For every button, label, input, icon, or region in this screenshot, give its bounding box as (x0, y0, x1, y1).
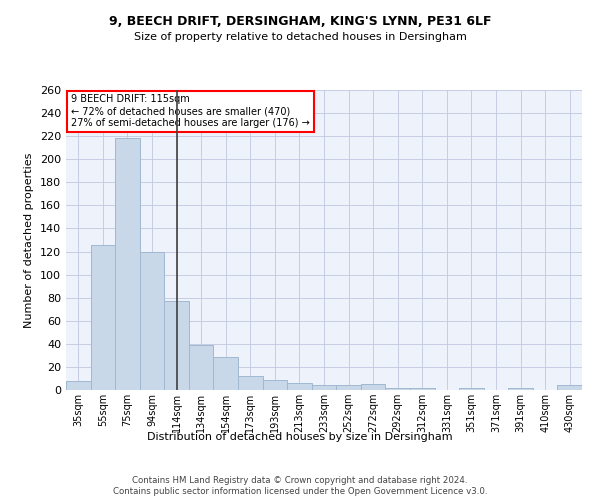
Y-axis label: Number of detached properties: Number of detached properties (25, 152, 34, 328)
Bar (263, 380, 287, 390)
Bar (164, 301, 189, 390)
Bar (508, 388, 533, 390)
Bar (459, 388, 484, 390)
Bar (385, 388, 410, 390)
Text: Size of property relative to detached houses in Dersingham: Size of property relative to detached ho… (134, 32, 466, 42)
Bar (66, 381, 91, 390)
Bar (140, 252, 164, 390)
Bar (91, 244, 115, 390)
Bar (336, 386, 361, 390)
Bar (410, 388, 434, 390)
Text: Contains HM Land Registry data © Crown copyright and database right 2024.: Contains HM Land Registry data © Crown c… (132, 476, 468, 485)
Bar (214, 356, 238, 390)
Bar (287, 383, 312, 390)
Text: 9 BEECH DRIFT: 115sqm
← 72% of detached houses are smaller (470)
27% of semi-det: 9 BEECH DRIFT: 115sqm ← 72% of detached … (71, 94, 310, 128)
Text: 9, BEECH DRIFT, DERSINGHAM, KING'S LYNN, PE31 6LF: 9, BEECH DRIFT, DERSINGHAM, KING'S LYNN,… (109, 15, 491, 28)
Bar (115, 138, 140, 390)
Bar (361, 384, 385, 390)
Bar (312, 386, 336, 390)
Text: Contains public sector information licensed under the Open Government Licence v3: Contains public sector information licen… (113, 488, 487, 496)
Bar (238, 376, 263, 390)
Bar (189, 345, 214, 390)
Text: Distribution of detached houses by size in Dersingham: Distribution of detached houses by size … (147, 432, 453, 442)
Bar (557, 386, 582, 390)
